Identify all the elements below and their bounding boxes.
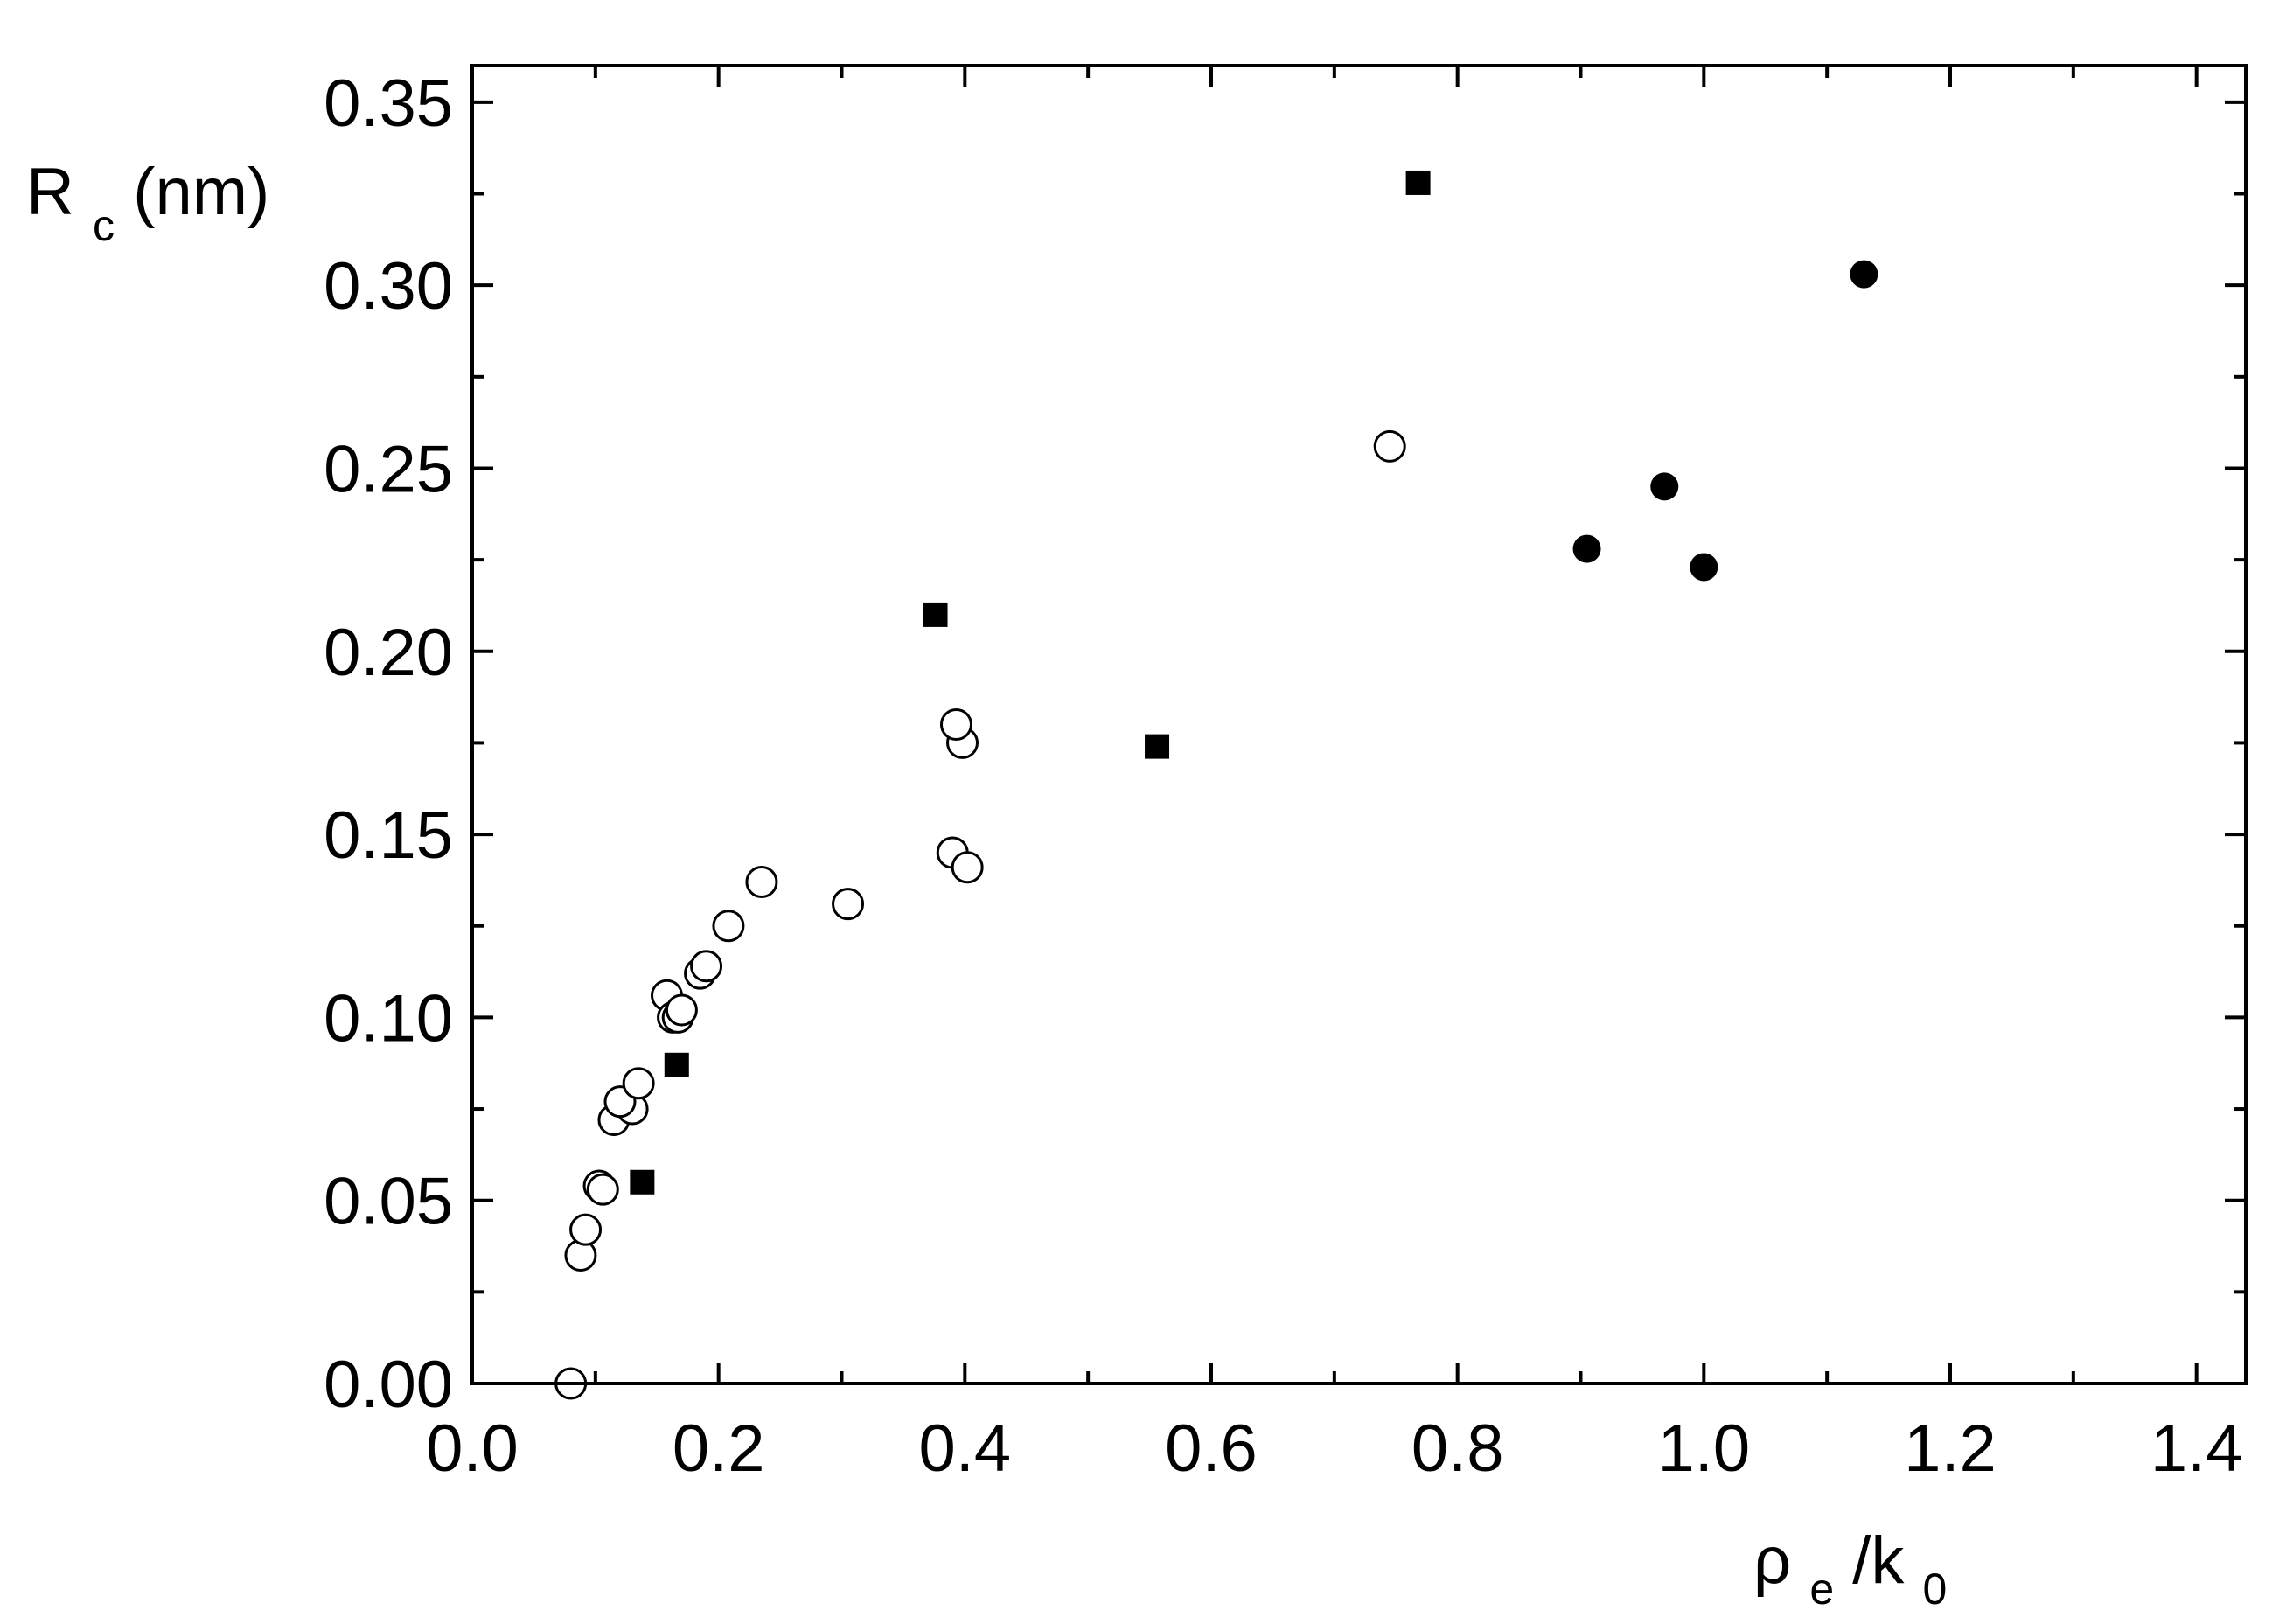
data-marks [554,170,1878,1400]
data-point-open-circle [690,950,723,983]
y-tick-label: 0.35 [324,66,453,141]
x-tick-label: 1.0 [1658,1411,1751,1486]
y-axis-title-main: R [26,155,74,229]
data-point-filled-circle [1850,260,1878,289]
x-tick-label: 0.6 [1165,1411,1258,1486]
x-axis-title: ρ e /k 0 [1753,1523,1947,1619]
data-point-square [1145,734,1170,759]
data-point-open-circle [665,993,698,1027]
data-point-open-circle [951,851,984,884]
x-tick-label: 1.2 [1904,1411,1997,1486]
data-point-open-circle [1373,429,1406,463]
data-point-open-circle [745,866,778,899]
data-point-open-circle [569,1213,603,1246]
y-axis-title-rest: (nm) [133,155,269,229]
x-tick-label: 0.2 [673,1411,765,1486]
data-point-filled-circle [1690,553,1718,582]
x-axis-title-sub1: e [1809,1565,1834,1614]
data-point-square [923,602,948,627]
y-tick-label: 0.15 [324,798,453,873]
data-point-square [1405,170,1431,195]
x-tick-label: 1.4 [2150,1411,2243,1486]
y-axis-title-sub: c [93,201,115,250]
y-tick-label: 0.30 [324,249,453,324]
x-axis-title-sub2: 0 [1923,1565,1948,1614]
data-point-open-circle [939,708,972,741]
data-point-filled-circle [1650,472,1679,501]
x-tick-label: 0.0 [426,1411,519,1486]
x-tick-label: 0.8 [1411,1411,1504,1486]
axis-ticks [470,66,2246,1385]
data-point-open-circle [622,1067,655,1100]
tick-labels: 0.0 0.2 0.4 0.6 0.8 1.0 1.2 1.4 0.00 0.05 0.10 0.15… [324,66,2242,1486]
plot-frame [470,64,2248,1385]
data-point-square [630,1169,655,1195]
y-tick-label: 0.00 [324,1348,453,1422]
data-point-open-circle [712,910,745,943]
data-point-open-circle [832,888,865,921]
y-tick-label: 0.25 [324,432,453,506]
data-point-filled-circle [1572,534,1601,563]
y-tick-label: 0.20 [324,616,453,690]
x-axis-title-main: ρ [1753,1523,1791,1598]
y-tick-label: 0.05 [324,1165,453,1239]
y-axis-title: R c (nm) [26,155,269,255]
data-point-open-circle [586,1173,619,1206]
x-axis-title-mid: /k [1852,1523,1905,1598]
x-tick-label: 0.4 [919,1411,1012,1486]
data-point-square [664,1052,689,1077]
y-tick-label: 0.10 [324,981,453,1056]
